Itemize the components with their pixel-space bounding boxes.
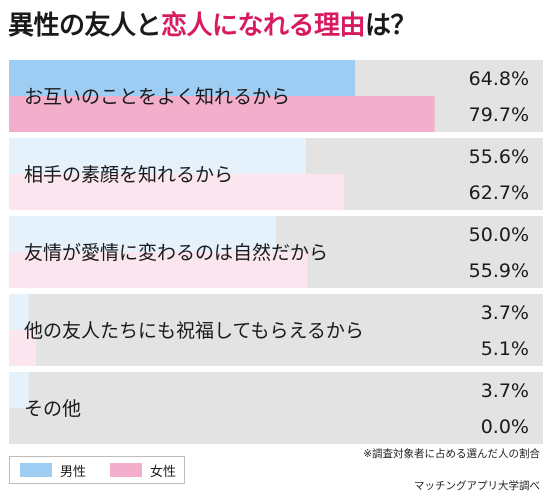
legend-item-female: 女性 <box>110 461 176 480</box>
bar-track-5-male <box>9 372 543 408</box>
bar-track-4-female <box>9 330 543 366</box>
title-accent: 恋人になれる理由 <box>161 11 366 41</box>
bar-4-female <box>9 330 37 366</box>
value-label-3-female: 55.9% <box>469 260 529 282</box>
value-label-2-female: 62.7% <box>469 182 529 204</box>
category-label-5: その他 <box>24 398 81 420</box>
value-label-5-female: 0.0% <box>481 416 529 438</box>
value-label-3-male: 50.0% <box>469 224 529 246</box>
bar-2-female <box>9 174 344 210</box>
chart-legend: 男性 女性 <box>9 456 185 484</box>
title-main: 異性の友人と <box>8 11 162 41</box>
value-label-1-female: 79.7% <box>469 104 529 126</box>
legend-swatch-female <box>110 463 143 477</box>
bar-3-male <box>9 216 276 252</box>
legend-label-female: 女性 <box>150 464 177 480</box>
chart-note: ※調査対象者に占める選んだ人の割合 <box>363 448 540 460</box>
legend-item-male: 男性 <box>20 461 86 480</box>
bar-1-female <box>9 96 435 132</box>
bar-1-male <box>9 60 356 96</box>
value-label-4-female: 5.1% <box>481 338 529 360</box>
bar-4-male <box>9 294 29 330</box>
bar-track-4-male <box>9 294 543 330</box>
category-label-1: お互いのことをよく知れるから <box>24 86 290 108</box>
bar-2-male <box>9 138 306 174</box>
category-label-4: 他の友人たちにも祝福してもらえるから <box>24 320 364 342</box>
value-label-1-male: 64.8% <box>469 68 529 90</box>
source-credit: マッチングアプリ大学調べ <box>414 480 540 492</box>
chart-title: 異性の友人と恋人になれる理由は？ <box>8 6 417 46</box>
bar-chart: 64.8% 79.7% お互いのことをよく知れるから 55.6% 62.7% 相手の素顔を… <box>9 60 543 444</box>
legend-swatch-male <box>20 463 52 477</box>
bar-track-5-female <box>9 408 543 444</box>
bar-5-male <box>9 372 29 408</box>
value-label-5-male: 3.7% <box>481 380 529 402</box>
bar-3-female <box>9 252 308 288</box>
category-label-2: 相手の素顔を知れるから <box>24 164 233 186</box>
value-label-4-male: 3.7% <box>481 302 529 324</box>
title-tail: は？ <box>365 11 417 41</box>
category-label-3: 友情が愛情に変わるのは自然だから <box>24 242 328 264</box>
legend-label-male: 男性 <box>60 464 87 480</box>
value-label-2-male: 55.6% <box>469 146 529 168</box>
